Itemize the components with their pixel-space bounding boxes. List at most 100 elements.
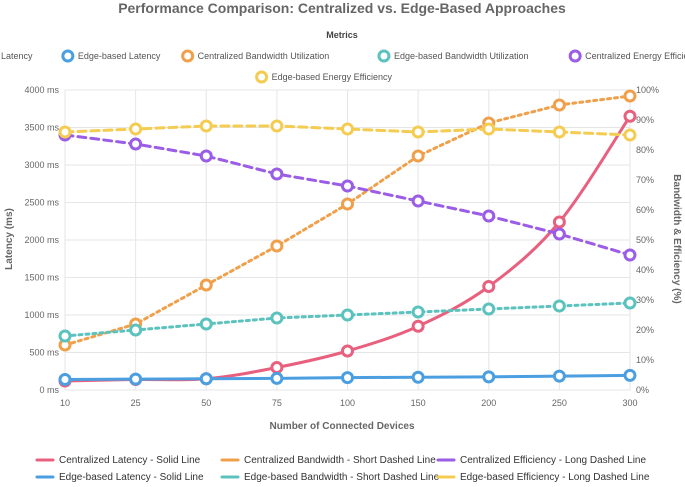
data-point[interactable] [623, 128, 637, 142]
legend-label: Centralized Bandwidth Utilization [198, 51, 330, 61]
data-point[interactable] [341, 344, 354, 358]
left-axis: 0 ms 500 ms 1000 ms 1500 ms 2000 ms 2500 ms 30… [24, 85, 59, 395]
series-edge-based-energy-efficiency [58, 119, 637, 142]
x-axis: 10 25 50 75 100 150 200 250 300 [60, 398, 638, 408]
left-tick-label: 500 ms [29, 348, 59, 358]
data-point[interactable] [552, 215, 566, 229]
left-tick-label: 1500 ms [24, 273, 59, 283]
x-tick-label: 10 [60, 398, 70, 408]
right-tick-label: 10% [636, 355, 654, 365]
x-tick-label: 150 [411, 398, 426, 408]
chart-title: Performance Comparison: Centralized vs. … [118, 0, 566, 16]
legend-item-centralized-energy-efficiency[interactable]: Centralized Energy Efficiency [568, 49, 685, 63]
right-tick-label: 90% [636, 115, 654, 125]
data-point[interactable] [482, 122, 496, 136]
data-point[interactable] [58, 125, 72, 139]
legend-item-edge-based-energy-efficiency[interactable]: Edge-based Energy Efficiency [255, 70, 393, 84]
data-point[interactable] [411, 319, 425, 333]
legend-label: Centralized Energy Efficiency [585, 51, 685, 61]
legend-marker [181, 49, 195, 63]
bottom-legend-label: Centralized Bandwidth - Short Dashed Lin… [244, 455, 436, 466]
legend-item-centralized-bandwidth-utilization[interactable]: Centralized Bandwidth Utilization [181, 49, 330, 63]
x-tick-label: 200 [481, 398, 496, 408]
data-point[interactable] [129, 372, 143, 386]
data-point[interactable] [199, 317, 213, 331]
left-tick-label: 0 ms [39, 385, 59, 395]
data-point[interactable] [199, 372, 213, 386]
data-point[interactable] [482, 370, 496, 384]
left-axis-label: Latency (ms) [4, 208, 15, 270]
left-tick-label: 4000 ms [24, 85, 59, 95]
legend-marker [377, 49, 391, 63]
legend-item-edge-based-bandwidth-utilization[interactable]: Edge-based Bandwidth Utilization [377, 49, 529, 63]
bottom-legend-label: Edge-based Bandwidth - Short Dashed Line [244, 472, 440, 483]
data-point[interactable] [411, 305, 425, 319]
data-point[interactable] [199, 149, 213, 163]
right-tick-label: 30% [636, 295, 654, 305]
legend-title: Metrics [326, 30, 358, 40]
data-point[interactable] [58, 329, 72, 343]
data-point[interactable] [341, 197, 354, 211]
data-point[interactable] [411, 370, 425, 384]
x-tick-label: 25 [131, 398, 141, 408]
series-edge-based-latency [58, 368, 637, 386]
data-point[interactable] [623, 248, 637, 262]
data-point[interactable] [270, 119, 284, 133]
data-point[interactable] [270, 371, 284, 385]
data-point[interactable] [623, 109, 637, 123]
data-point[interactable] [270, 167, 284, 181]
data-point[interactable] [552, 299, 566, 313]
right-tick-label: 70% [636, 175, 654, 185]
data-point[interactable] [270, 311, 284, 325]
data-point[interactable] [411, 194, 425, 208]
data-point[interactable] [482, 302, 496, 316]
series-line [63, 124, 632, 137]
bottom-legend-item-centralized-latency-solid-line: Centralized Latency - Solid Line [35, 455, 201, 466]
legend-item-centralized-latency[interactable]: Centralized Latency [0, 51, 33, 61]
data-point[interactable] [341, 371, 354, 385]
bottom-legend-label: Centralized Latency - Solid Line [59, 455, 201, 466]
legend-label: Edge-based Energy Efficiency [272, 72, 393, 82]
data-point[interactable] [129, 122, 143, 136]
bottom-legend-item-centralized-bandwidth-short-dashed-line: Centralized Bandwidth - Short Dashed Lin… [220, 455, 436, 466]
x-axis-label: Number of Connected Devices [269, 421, 414, 432]
data-point[interactable] [623, 296, 637, 310]
data-point[interactable] [482, 209, 496, 223]
right-tick-label: 20% [636, 325, 654, 335]
legend-label: Edge-based Latency [78, 51, 161, 61]
right-axis-label: Bandwidth & Efficiency (%) [671, 174, 682, 303]
data-point[interactable] [58, 373, 72, 386]
data-point[interactable] [341, 308, 354, 322]
legend-label: Centralized Latency [0, 51, 33, 61]
left-tick-label: 1000 ms [24, 310, 59, 320]
data-point[interactable] [411, 149, 425, 163]
series-edge-based-bandwidth-utilization [58, 296, 637, 343]
left-tick-label: 3500 ms [24, 123, 59, 133]
data-point[interactable] [270, 361, 284, 374]
x-tick-label: 75 [272, 398, 282, 408]
data-point[interactable] [552, 98, 566, 112]
data-point[interactable] [129, 137, 143, 151]
data-point[interactable] [552, 227, 566, 241]
legend-marker [61, 49, 75, 63]
data-point[interactable] [270, 239, 284, 253]
data-point[interactable] [552, 125, 566, 139]
data-point[interactable] [623, 368, 637, 382]
data-point[interactable] [341, 179, 354, 193]
right-tick-label: 0% [636, 385, 649, 395]
right-tick-label: 60% [636, 205, 654, 215]
data-point[interactable] [411, 125, 425, 139]
left-tick-label: 2000 ms [24, 235, 59, 245]
legend-item-edge-based-latency[interactable]: Edge-based Latency [61, 49, 161, 63]
left-tick-label: 3000 ms [24, 160, 59, 170]
x-tick-label: 300 [622, 398, 637, 408]
top-legend: Centralized Latency Edge-based Latency Cen… [0, 49, 685, 84]
data-point[interactable] [482, 280, 496, 293]
data-point[interactable] [199, 278, 213, 292]
data-point[interactable] [341, 122, 354, 136]
data-point[interactable] [129, 323, 143, 337]
data-point[interactable] [199, 119, 213, 133]
data-point[interactable] [623, 89, 637, 103]
right-tick-label: 80% [636, 145, 654, 155]
data-point[interactable] [552, 369, 566, 383]
